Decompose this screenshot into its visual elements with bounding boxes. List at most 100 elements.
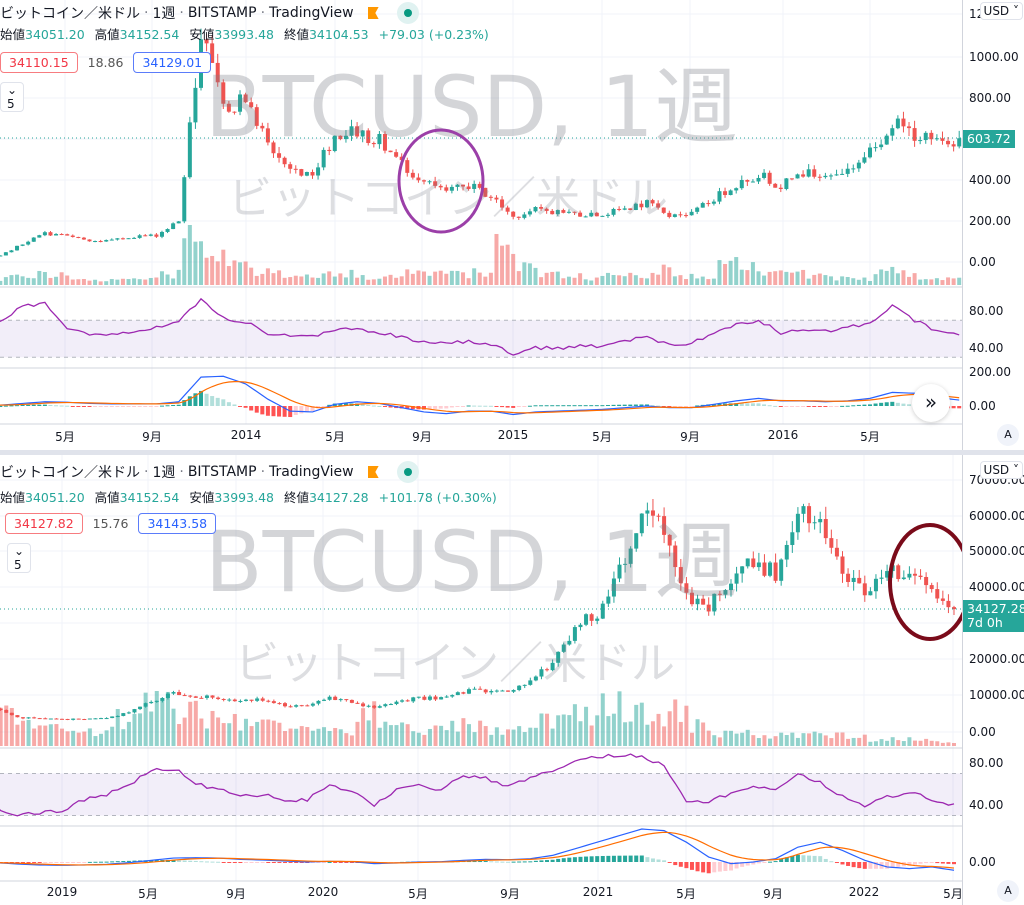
candle-body bbox=[751, 558, 756, 568]
market-status-icon[interactable] bbox=[396, 461, 419, 483]
candle bbox=[695, 206, 700, 215]
volume-bar bbox=[422, 271, 426, 285]
candle bbox=[879, 569, 884, 585]
candle bbox=[812, 515, 817, 530]
candle bbox=[834, 539, 839, 560]
candle bbox=[873, 574, 878, 599]
macd-line bbox=[0, 375, 960, 416]
volume-bar bbox=[734, 733, 739, 746]
macd-histogram-bar bbox=[868, 862, 873, 869]
buy-button[interactable]: 34143.58 bbox=[138, 513, 217, 534]
volume-bar bbox=[550, 271, 555, 285]
price-axis[interactable]: USD ˅ 70000.00 60000.00 50000.00 40000.0… bbox=[962, 455, 1024, 905]
candle bbox=[293, 165, 298, 174]
change-value: +79.03 (+0.23%) bbox=[378, 27, 489, 42]
flag-icon[interactable] bbox=[367, 7, 379, 19]
volume-bar bbox=[818, 733, 823, 746]
candle-body bbox=[951, 144, 956, 147]
macd-histogram-bar bbox=[227, 862, 232, 863]
candle bbox=[572, 625, 577, 644]
macd-histogram-bar bbox=[76, 406, 81, 407]
candle-body bbox=[522, 214, 527, 218]
symbol-title[interactable]: ビットコイン／米ドル · 1週 · BITSTAMP · TradingView bbox=[0, 2, 419, 24]
flag-icon[interactable] bbox=[367, 466, 379, 478]
macd-histogram-bar bbox=[605, 404, 610, 406]
volume-bar bbox=[667, 711, 672, 746]
volume-bar bbox=[400, 722, 405, 746]
chart-bottom[interactable]: BTCUSD, 1週 ビットコイン／米ドル ビットコイン／米ドル · 1週 · BI… bbox=[0, 455, 1024, 905]
volume-bar bbox=[795, 737, 800, 746]
chart-top[interactable]: BTCUSD, 1週 ビットコイン／米ドル ビットコイン／米ドル · 1週 · BI… bbox=[0, 0, 1024, 450]
macd-histogram-bar bbox=[37, 862, 42, 863]
volume-bar bbox=[500, 734, 505, 746]
market-status-icon[interactable] bbox=[396, 2, 419, 24]
indicators-toggle[interactable]: ⌄ 5 bbox=[7, 543, 32, 573]
auto-scale-button[interactable]: A bbox=[997, 880, 1019, 902]
volume-bar bbox=[567, 715, 572, 746]
indicators-toggle[interactable]: ⌄ 5 bbox=[0, 82, 25, 112]
macd-histogram-bar bbox=[572, 857, 577, 862]
buy-button[interactable]: 34129.01 bbox=[133, 52, 212, 73]
candle-body bbox=[338, 135, 343, 140]
candle bbox=[885, 564, 890, 581]
currency-select[interactable]: USD ˅ bbox=[979, 461, 1023, 479]
candle-body bbox=[478, 688, 483, 690]
candle bbox=[589, 612, 594, 626]
macd-histogram-bar bbox=[3, 405, 8, 407]
candle-body bbox=[584, 614, 589, 625]
candle bbox=[773, 182, 778, 188]
candle bbox=[784, 177, 789, 191]
volume-bar bbox=[633, 275, 638, 285]
symbol-title[interactable]: ビットコイン／米ドル · 1週 · BITSTAMP · TradingView bbox=[0, 461, 419, 483]
volume-bar bbox=[494, 233, 499, 285]
candle bbox=[500, 689, 505, 692]
candle-body bbox=[729, 583, 733, 591]
candle-body bbox=[405, 700, 410, 702]
candle-body bbox=[667, 212, 672, 217]
candle bbox=[81, 236, 86, 240]
price-tick: 1000.00 bbox=[969, 50, 1019, 64]
candle-body bbox=[628, 548, 633, 564]
price-axis[interactable]: USD ˅ 12 1000.00 800.00 400.00 200.00 0.… bbox=[962, 0, 1024, 450]
time-axis-label: 2015 bbox=[497, 428, 529, 442]
time-axis-label: 2022 bbox=[848, 885, 880, 899]
macd-histogram-bar bbox=[54, 405, 59, 407]
symbol-name: ビットコイン／米ドル bbox=[0, 465, 140, 481]
candle-body bbox=[288, 164, 293, 169]
macd-histogram-bar bbox=[20, 862, 25, 863]
volume-bar bbox=[71, 730, 76, 746]
sell-button[interactable]: 34110.15 bbox=[0, 52, 78, 73]
macd-histogram-bar bbox=[617, 855, 622, 862]
chart-canvas[interactable] bbox=[0, 0, 962, 450]
volume-bar bbox=[81, 279, 86, 285]
candle bbox=[907, 122, 912, 137]
macd-histogram-bar bbox=[528, 861, 533, 863]
macd-histogram-bar bbox=[589, 405, 594, 407]
volume-bar bbox=[243, 718, 248, 746]
volume-bar bbox=[171, 708, 176, 746]
candle bbox=[533, 675, 538, 682]
candle bbox=[4, 709, 9, 713]
candle bbox=[818, 511, 823, 534]
candle-body bbox=[193, 696, 198, 698]
volume-bar bbox=[305, 727, 310, 746]
volume-bar bbox=[901, 741, 906, 746]
currency-select[interactable]: USD ˅ bbox=[979, 2, 1023, 20]
candle bbox=[159, 230, 164, 239]
candle-body bbox=[645, 200, 649, 208]
candle-body bbox=[120, 238, 125, 240]
macd-histogram-bar bbox=[807, 855, 812, 862]
candle bbox=[98, 239, 103, 243]
volume-bar bbox=[862, 734, 867, 746]
macd-histogram-bar bbox=[26, 862, 31, 863]
time-axis-label: 9月 bbox=[142, 430, 162, 444]
sell-button[interactable]: 34127.82 bbox=[5, 513, 83, 534]
macd-histogram-bar bbox=[856, 404, 861, 406]
macd-histogram-bar bbox=[182, 860, 187, 862]
auto-scale-button[interactable]: A bbox=[997, 424, 1019, 446]
macd-histogram-bar bbox=[283, 862, 287, 863]
macd-histogram-bar bbox=[767, 405, 772, 407]
candle-body bbox=[283, 703, 287, 707]
scroll-to-realtime-button[interactable]: » bbox=[912, 384, 950, 422]
candle-body bbox=[93, 241, 98, 243]
